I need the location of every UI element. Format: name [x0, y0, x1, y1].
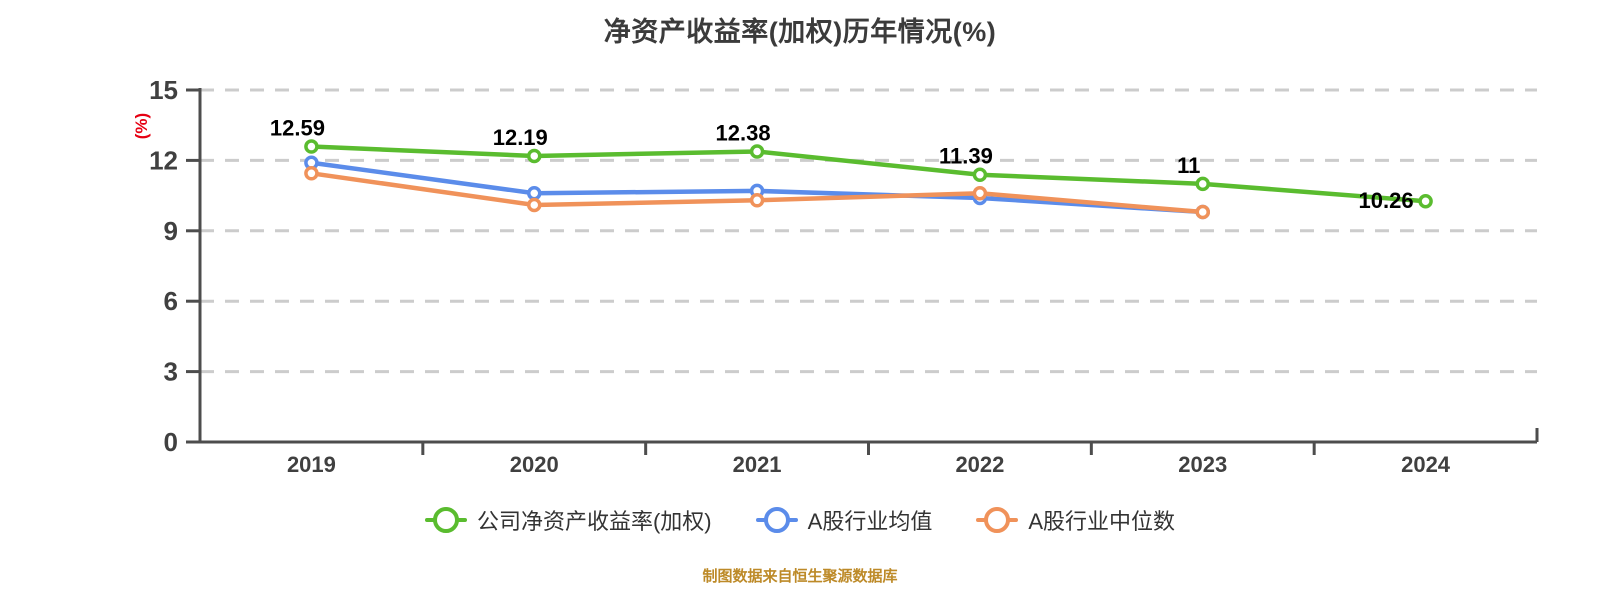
data-point-s0-2023: [1195, 176, 1210, 192]
y-tick-label-3: 3: [164, 357, 178, 387]
data-point-label-10.26: 10.26: [1359, 188, 1414, 213]
x-tick-label-2024: 2024: [1401, 452, 1451, 477]
y-tick-label-12: 12: [149, 145, 178, 175]
y-tick-label-0: 0: [164, 427, 178, 457]
legend-marker-green: [424, 507, 467, 533]
legend-marker-blue: [755, 507, 798, 533]
data-point-s2-2023: [1195, 204, 1210, 220]
legend-item-company-roe[interactable]: 公司净资产收益率(加权): [424, 504, 712, 536]
legend-dot-icon: [763, 507, 790, 533]
data-point-s1-2020: [527, 186, 542, 201]
series-line-0: [309, 144, 1428, 204]
x-tick-label-2019: 2019: [287, 452, 336, 477]
legend-dot-icon: [432, 507, 459, 533]
x-tick-label-2023: 2023: [1178, 452, 1227, 477]
data-point-label-11: 11: [1177, 153, 1200, 178]
data-point-s0-2019: [304, 139, 319, 154]
legend-label: 公司净资产收益率(加权): [476, 509, 712, 534]
y-tick-label-6: 6: [164, 286, 178, 316]
y-tick-label-15: 15: [149, 75, 178, 105]
data-source-note: 制图数据来自恒生聚源数据库: [702, 568, 898, 585]
data-point-label-12.19: 12.19: [493, 125, 548, 150]
data-point-s2-2022: [972, 186, 988, 201]
data-point-s2-2021: [749, 193, 765, 208]
legend-label: A股行业中位数: [1028, 509, 1176, 534]
chart-title: 净资产收益率(加权)历年情况(%): [603, 17, 997, 47]
data-point-s0-2020: [527, 148, 542, 164]
data-point-s0-2022: [972, 167, 988, 182]
legend-dot-icon: [984, 507, 1011, 533]
data-point-s2-2020: [527, 197, 542, 213]
x-tick-label-2022: 2022: [955, 452, 1004, 477]
x-tick-label-2021: 2021: [733, 452, 782, 477]
data-point-label-12.38: 12.38: [716, 120, 771, 145]
legend-marker-orange: [976, 507, 1019, 533]
chart-legend: 公司净资产收益率(加权) A股行业均值 A股行业中位数: [0, 504, 1600, 536]
data-point-label-11.39: 11.39: [939, 144, 993, 169]
data-point-label-12.59: 12.59: [270, 116, 325, 141]
y-tick-label-9: 9: [164, 216, 178, 246]
data-point-s2-2019: [304, 166, 319, 181]
x-tick-label-2020: 2020: [510, 452, 559, 477]
legend-item-industry-median[interactable]: A股行业中位数: [976, 504, 1175, 536]
legend-item-industry-mean[interactable]: A股行业均值: [755, 504, 933, 536]
data-point-s0-2021: [749, 144, 765, 159]
data-point-s0-2024: [1418, 193, 1433, 209]
legend-label: A股行业均值: [807, 509, 933, 534]
